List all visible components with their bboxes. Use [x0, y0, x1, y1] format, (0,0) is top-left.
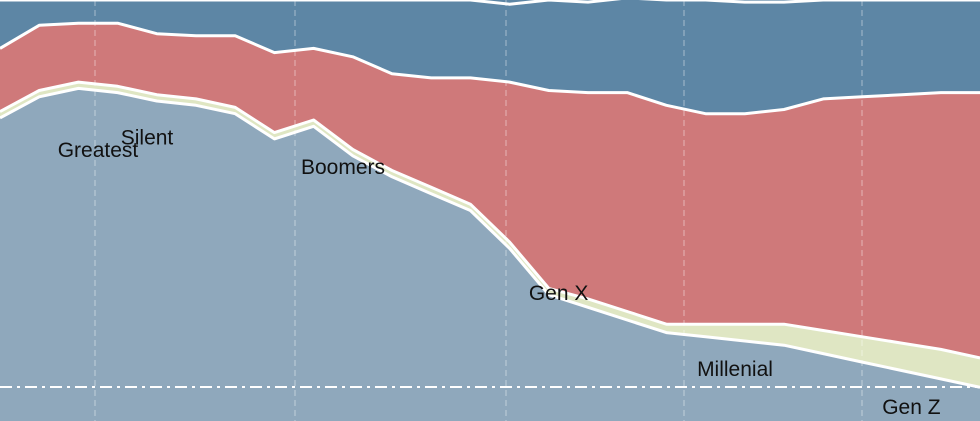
area-boomers [0, 23, 980, 358]
boundary-silent [0, 80, 980, 360]
area-gen-x [0, 0, 980, 114]
label-gen-z: Gen Z [882, 396, 941, 419]
boundary-greatest [0, 86, 980, 389]
label-silent: Silent [121, 126, 174, 149]
boundary-gen-x [0, 0, 980, 6]
label-greatest: Greatest [58, 139, 139, 162]
vertical-gridlines [94, 0, 863, 421]
label-millenial: Millenial [697, 358, 773, 381]
label-gen-x: Gen X [529, 282, 589, 305]
area-silent [0, 82, 980, 388]
area-greatest [0, 88, 980, 421]
label-boomers: Boomers [301, 156, 385, 179]
boundary-boomers [0, 21, 980, 116]
